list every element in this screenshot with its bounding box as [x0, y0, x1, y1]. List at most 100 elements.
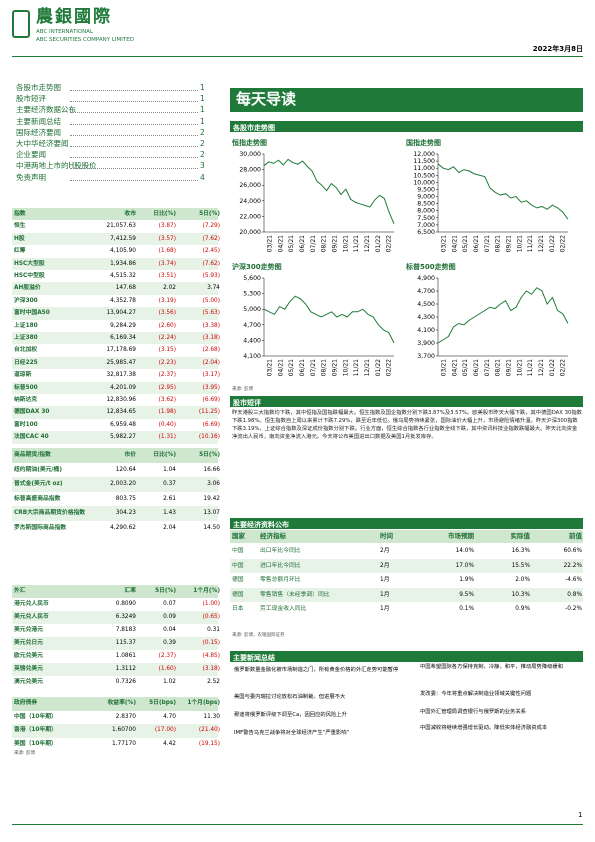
- table-header-bg: [12, 448, 218, 463]
- x-tick-label: 01/22: [375, 235, 382, 252]
- econ-header: 时间: [380, 532, 393, 540]
- x-tick-label: 02/22: [386, 359, 393, 376]
- table-cell: (2.24): [158, 335, 176, 341]
- y-tick-label: 26,000: [239, 182, 261, 189]
- table-cell: (6.69): [202, 397, 220, 403]
- y-tick-label: 3,700: [417, 353, 435, 360]
- toc-leader: [70, 179, 198, 181]
- table-cell: 4,515.32: [110, 273, 136, 279]
- table-cell: (1.98): [158, 409, 176, 416]
- toc-label: 各股市走势图: [16, 83, 61, 92]
- econ-cell: 2月: [380, 562, 390, 569]
- toc-label: 股市短评: [16, 94, 46, 104]
- table-header: 商品期货/指数: [14, 452, 51, 458]
- toc-page: 4: [200, 172, 205, 182]
- econ-cell: 22.2%: [563, 562, 582, 569]
- table-cell: 英镑兑美元: [14, 666, 43, 672]
- y-tick-label: 5,600: [243, 275, 261, 282]
- table-cell: 标普500: [14, 384, 38, 391]
- table-cell: 2.04: [163, 524, 176, 531]
- table-cell: 1.0861: [115, 653, 136, 659]
- bonds-source: 来源: 彭博: [14, 751, 35, 756]
- table-cell: 纳斯达克: [14, 397, 38, 403]
- econ-cell: 中国: [232, 562, 244, 569]
- econ-cell: 德国: [232, 591, 244, 598]
- row-bg: [12, 406, 218, 419]
- table-cell: 2.8370: [115, 713, 136, 720]
- x-tick-label: 07/21: [310, 359, 317, 376]
- y-tick-label: 4,500: [417, 301, 435, 308]
- table-cell: 富时中国A50: [14, 310, 50, 317]
- table-header-bg: [12, 208, 218, 221]
- table-cell: (19.15): [198, 740, 220, 747]
- line-chart: 3,700 3,900 4,100 4,300 4,500 4,700 4,900 03/21…: [417, 275, 569, 376]
- x-tick-label: 01/22: [549, 359, 556, 376]
- econ-cell: 德国: [232, 577, 244, 583]
- table-header: 政府债券: [14, 700, 38, 706]
- x-tick-label: 04/21: [277, 235, 284, 252]
- x-tick-label: 05/21: [288, 359, 295, 376]
- toc-label: 主要新闻总结: [16, 116, 61, 126]
- table-header: 日比(%): [153, 211, 176, 217]
- table-cell: HSC中型股: [14, 273, 45, 279]
- x-tick-label: 11/21: [527, 235, 534, 252]
- table-cell: 0.8090: [115, 601, 136, 607]
- x-tick-label: 08/21: [321, 235, 328, 252]
- x-tick-label: 09/21: [505, 235, 512, 252]
- x-tick-label: 05/21: [462, 359, 469, 376]
- news-item: 中国希望国际各方保持克制、冷静，和平，推动局势降级缓和: [420, 664, 564, 670]
- table-cell: (3.19): [158, 297, 176, 304]
- table-cell: 道琼斯: [14, 372, 32, 379]
- news-item: 中国减收将继续增强增长驱动。降低实体经济融资成本: [420, 725, 548, 731]
- y-tick-label: 4,700: [243, 322, 261, 329]
- toc-leader: [70, 123, 198, 125]
- y-tick-label: 10,500: [413, 172, 435, 179]
- table-cell: 2.52: [207, 679, 220, 685]
- table-cell: 32,817.38: [106, 372, 136, 379]
- x-tick-label: 02/22: [560, 359, 567, 376]
- brand-en: ABC INTERNATIONAL: [36, 29, 94, 35]
- table-cell: 中国（10年期）: [14, 713, 57, 720]
- toc-page: 2: [200, 127, 205, 137]
- x-tick-label: 03/21: [440, 359, 447, 376]
- y-tick-label: 12,000: [413, 151, 435, 158]
- x-tick-label: 08/21: [495, 235, 502, 252]
- econ-cell: 60.6%: [563, 548, 582, 554]
- table-cell: (2.37): [158, 372, 176, 379]
- chart-title: 国指走势图: [406, 139, 441, 147]
- table-cell: (6.69): [202, 421, 220, 428]
- table-header: 指数: [14, 211, 26, 217]
- table-cell: 803.75: [115, 495, 136, 502]
- y-tick-label: 4,100: [243, 353, 261, 360]
- table-cell: (2.37): [158, 653, 176, 659]
- table-cell: 上证180: [14, 322, 38, 329]
- table-cell: (1.31): [158, 434, 176, 441]
- y-tick-label: 7,000: [417, 222, 435, 229]
- table-cell: 4.42: [163, 740, 176, 747]
- x-tick-label: 10/21: [342, 235, 349, 252]
- x-tick-label: 07/21: [310, 235, 317, 252]
- table-cell: 0.37: [163, 481, 176, 487]
- table-cell: 4,105.90: [110, 248, 136, 255]
- econ-cell: 进口年比今同比: [260, 562, 301, 569]
- table-cell: 7.8183: [115, 627, 136, 633]
- econ-header: 经济指标: [260, 532, 286, 540]
- econ-bar: 主要经济资料公布: [230, 518, 583, 529]
- x-tick-label: 06/21: [473, 235, 480, 252]
- table-cell: 恒生: [14, 223, 26, 230]
- toc-page: 2: [200, 150, 205, 160]
- table-cell: 13,904.27: [106, 310, 136, 317]
- econ-source: 来源: 彭博，农银国际证券: [232, 633, 285, 638]
- econ-cell: 10.3%: [511, 591, 530, 598]
- y-tick-label: 24,000: [239, 198, 261, 205]
- y-tick-label: 8,500: [417, 201, 435, 208]
- table-cell: 12,834.65: [106, 409, 136, 416]
- table-cell: 4,201.09: [110, 384, 136, 391]
- table-cell: (2.23): [158, 359, 176, 366]
- table-cell: 1.04: [163, 466, 176, 473]
- y-tick-label: 4,400: [243, 337, 261, 344]
- x-tick-label: 04/21: [277, 359, 284, 376]
- table-cell: (2.60): [158, 322, 176, 329]
- x-tick-label: 09/21: [505, 359, 512, 376]
